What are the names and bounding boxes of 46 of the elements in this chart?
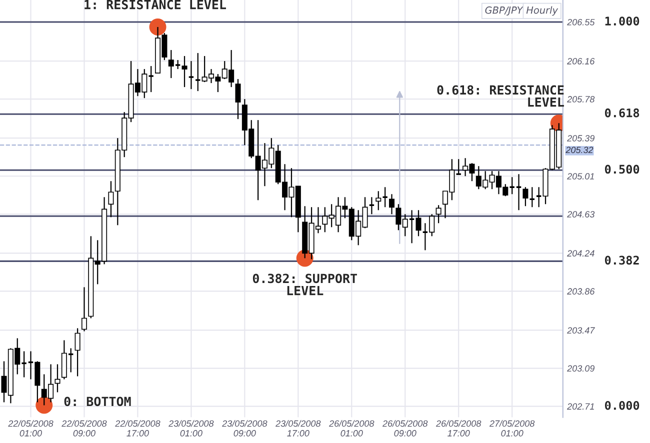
annotation: 0.618: RESISTANCE LEVEL bbox=[437, 85, 564, 107]
x-tick-label: 23/05/2008 17:00 bbox=[276, 420, 321, 436]
text: 0.000 bbox=[604, 400, 640, 410]
x-tick-label: 23/05/2008 09:00 bbox=[222, 420, 268, 436]
y-tick-label: 202.71 bbox=[567, 403, 594, 410]
annotation: 0: BOTTOM bbox=[64, 396, 131, 406]
y-tick-label: 206.55 bbox=[567, 18, 595, 26]
candlestick bbox=[235, 78, 241, 120]
y-tick-label: 205.39 bbox=[567, 135, 594, 142]
candlestick bbox=[522, 186, 528, 207]
y-tick-label: 203.47 bbox=[567, 327, 595, 334]
text: 0.382 bbox=[604, 256, 639, 265]
y-tick-label: 204.63 bbox=[567, 211, 595, 218]
candlestick bbox=[188, 60, 194, 90]
candlestick bbox=[108, 180, 114, 218]
annotation: 0.382: SUPPORT LEVEL bbox=[252, 274, 357, 296]
x-tick-label: 22/05/2008 17:00 bbox=[115, 420, 160, 436]
text: 1.000 bbox=[605, 16, 640, 26]
x-tick-label: 22/05/2008 01:00 bbox=[8, 420, 54, 436]
y-tick-label: 204.24 bbox=[567, 250, 594, 257]
y-tick-label: 205.78 bbox=[567, 96, 595, 102]
candlestick bbox=[54, 364, 60, 393]
y-tick-label: 203.09 bbox=[567, 365, 594, 372]
candlestick bbox=[388, 194, 395, 215]
candlestick bbox=[74, 328, 80, 377]
y-tick-label: 205.01 bbox=[567, 173, 594, 180]
point bbox=[36, 396, 53, 414]
annotation: Hourly bbox=[526, 6, 558, 16]
point bbox=[149, 18, 166, 36]
x-tick-label: 27/05/2008 01:00 bbox=[489, 420, 535, 436]
annotation: GBP/JPY bbox=[485, 6, 524, 16]
x-tick-label: 26/05/2008 09:00 bbox=[382, 420, 428, 436]
annotation: 1: RESISTANCE LEVEL bbox=[84, 0, 226, 10]
x-tick-label: 26/05/2008 01:00 bbox=[329, 420, 374, 436]
ref-line-label: 205.32 bbox=[566, 146, 594, 154]
y-tick-label: 206.16 bbox=[567, 58, 595, 64]
candlestick bbox=[194, 52, 202, 92]
candlestick bbox=[182, 55, 188, 88]
x-tick-label: 23/05/2008 01:00 bbox=[168, 420, 214, 436]
x-tick-label: 22/05/2008 09:00 bbox=[62, 420, 107, 436]
text: 0.618 bbox=[604, 108, 640, 118]
candlestick bbox=[81, 286, 87, 332]
x-tick-label: 26/05/2008 17:00 bbox=[436, 420, 482, 436]
y-tick-label: 203.86 bbox=[567, 288, 595, 295]
text: 0.500 bbox=[604, 164, 640, 174]
candlestick bbox=[436, 204, 442, 224]
